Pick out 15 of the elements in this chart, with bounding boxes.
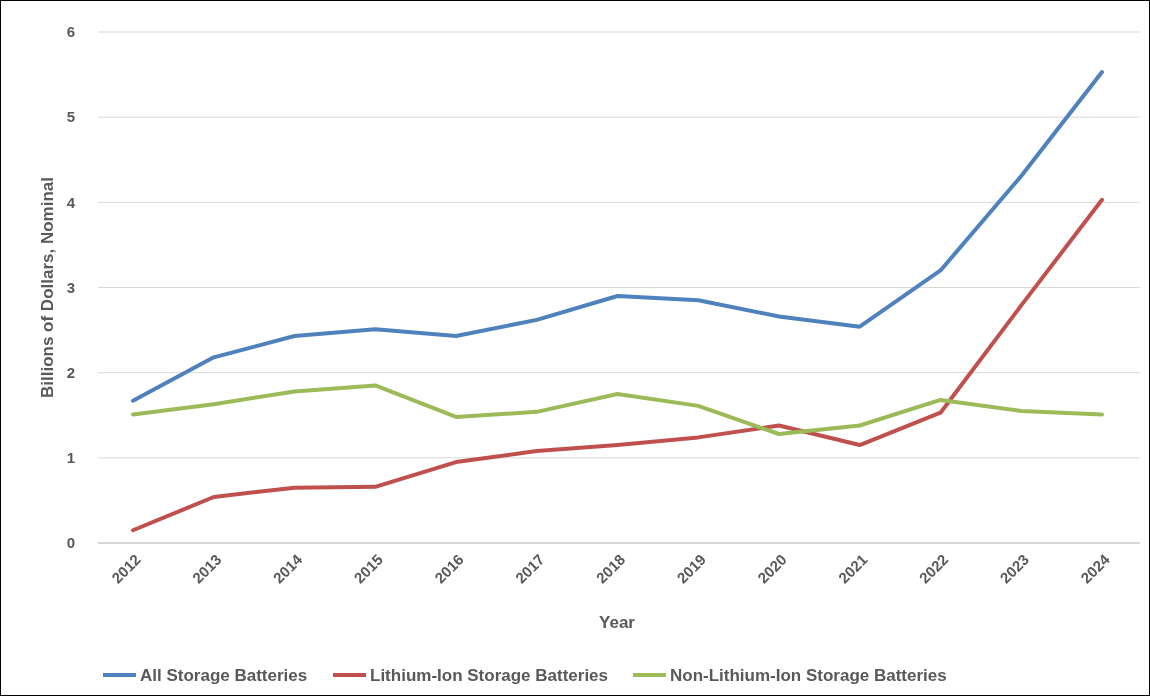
legend-label: Non-Lithium-Ion Storage Batteries: [670, 665, 947, 685]
line-series: [131, 383, 1104, 436]
x-axis-title: Year: [599, 613, 636, 632]
y-axis-title: Billions of Dollars, Nominal: [38, 176, 57, 399]
y-tick-label: 0: [66, 534, 75, 552]
legend-label: Lithium-Ion Storage Batteries: [370, 665, 609, 685]
line-series: [131, 70, 1104, 403]
y-tick-label: 4: [66, 193, 76, 211]
y-tick-label: 3: [66, 278, 75, 296]
y-tick-label: 2: [66, 363, 75, 381]
line-series: [131, 197, 1104, 533]
y-tick-label: 6: [66, 23, 75, 41]
legend-label: All Storage Batteries: [140, 665, 308, 685]
y-tick-label: 1: [66, 449, 75, 467]
y-tick-label: 5: [66, 108, 75, 126]
